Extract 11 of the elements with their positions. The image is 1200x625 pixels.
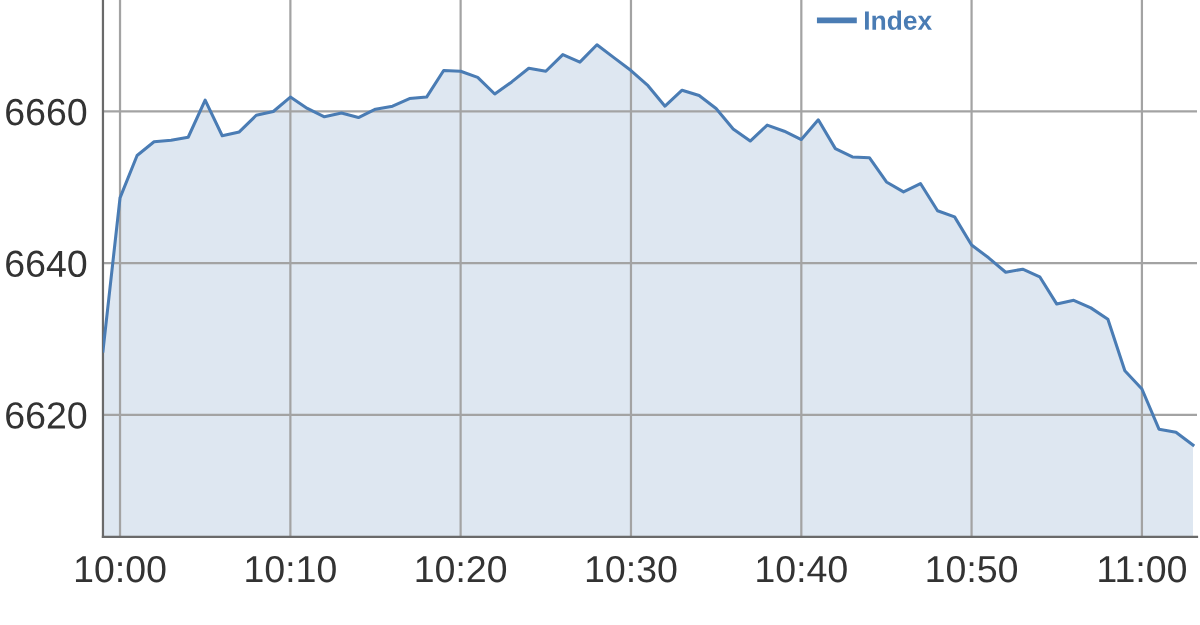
- y-tick-label: 6640: [6, 250, 87, 278]
- x-tick-label: 10:00: [75, 555, 166, 583]
- x-tick-label: 10:50: [927, 555, 1018, 583]
- y-tick-label: 6660: [6, 98, 87, 126]
- x-tick-label: 11:00: [1099, 555, 1186, 583]
- x-tick-label: 10:10: [246, 555, 336, 583]
- x-tick-label: 10:30: [586, 555, 677, 583]
- x-tick-label: 10:20: [416, 555, 507, 583]
- legend-label: Index: [865, 10, 932, 30]
- y-tick-label: 6620: [6, 402, 87, 429]
- x-tick-label: 10:40: [757, 555, 847, 583]
